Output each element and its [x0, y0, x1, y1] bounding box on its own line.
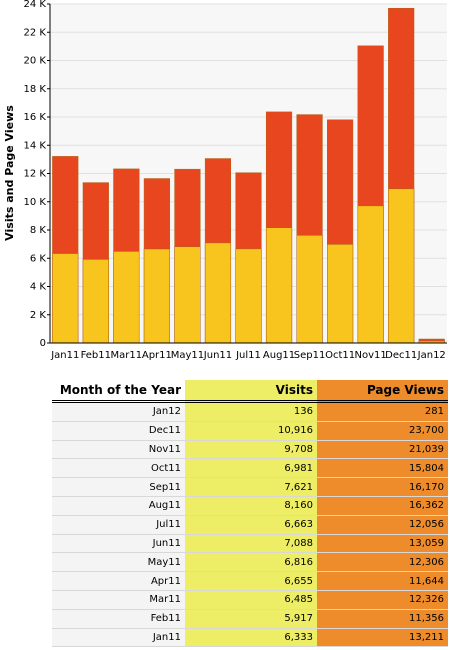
- table-cell: 6,485: [185, 590, 317, 610]
- table-cell: 6,333: [185, 628, 317, 648]
- x-tick-label: Jun11: [203, 350, 232, 361]
- x-tick-label: Nov11: [355, 350, 387, 361]
- x-tick-label: Dec11: [385, 350, 417, 361]
- bar: [296, 235, 323, 344]
- column-header: Page Views: [317, 380, 448, 403]
- y-tick-label: 8 K: [30, 225, 47, 236]
- table-row: Sep11 7,621 16,170: [52, 477, 448, 497]
- bar: [143, 248, 170, 344]
- table-cell: 11,644: [317, 571, 448, 591]
- y-tick-label: 10 K: [24, 197, 47, 208]
- y-tick-label: 14 K: [24, 140, 47, 151]
- table-cell: 13,211: [317, 628, 448, 648]
- table-cell: 21,039: [317, 440, 448, 460]
- bar: [327, 244, 354, 344]
- chart: Visits and Page Views 0 2 K 4 K 6 K 8 K 10 K 1…: [3, 0, 447, 361]
- table-cell: Jan12: [52, 401, 185, 422]
- y-tick-label: 4 K: [30, 282, 47, 293]
- table-row: Mar11 6,485 12,326: [52, 590, 448, 610]
- table-row: Jan11 6,333 13,211: [52, 628, 448, 648]
- table-cell: 10,916: [185, 421, 317, 441]
- table-cell: Sep11: [52, 477, 185, 497]
- bar: [174, 246, 201, 344]
- y-tick-label: 24 K: [24, 0, 47, 10]
- table-cell: Jun11: [52, 534, 185, 554]
- table-cell: 12,326: [317, 590, 448, 610]
- bar: [204, 242, 232, 344]
- data-table: Month of the Year Visits Page Views Jan12 13…: [52, 380, 448, 648]
- table-row: Oct11 6,981 15,804: [52, 458, 448, 479]
- table-row: Aug11 8,160 16,362: [52, 496, 448, 516]
- table-row: Jun11 7,088 13,059: [52, 534, 448, 554]
- table-cell: 5,917: [185, 609, 317, 629]
- bar: [52, 253, 79, 344]
- bar: [357, 205, 384, 344]
- table-row: Apr11 6,655 11,644: [52, 571, 448, 591]
- table-row: Jul11 6,663 12,056: [52, 515, 448, 535]
- header-row: Month of the Year Visits Page Views: [52, 380, 448, 403]
- x-tick-label: Jan12: [417, 350, 446, 361]
- table-cell: 9,708: [185, 440, 317, 460]
- table-cell: 12,056: [317, 515, 448, 535]
- table-cell: Apr11: [52, 571, 185, 591]
- x-tick-label: Jan11: [50, 350, 79, 361]
- table-cell: 8,160: [185, 496, 317, 516]
- y-tick-label: 18 K: [24, 84, 47, 95]
- bar: [388, 188, 415, 344]
- table-cell: Feb11: [52, 609, 185, 629]
- table-cell: 7,621: [185, 477, 317, 497]
- table-cell: 6,655: [185, 571, 317, 591]
- table-row: Jan12 136 281: [52, 401, 448, 422]
- x-tick-label: Mar11: [111, 350, 143, 361]
- y-tick-label: 6 K: [30, 253, 47, 264]
- y-tick-label: 20 K: [24, 56, 47, 67]
- table-cell: Mar11: [52, 590, 185, 610]
- x-tick-label: Oct11: [325, 350, 355, 361]
- x-tick-label: May11: [171, 350, 204, 361]
- y-tick-label: 2 K: [30, 310, 47, 321]
- y-axis-title: Visits and Page Views: [3, 105, 16, 241]
- table-cell: 11,356: [317, 609, 448, 629]
- bar: [235, 248, 262, 344]
- y-tick-label: 0: [40, 338, 46, 349]
- table-cell: May11: [52, 552, 185, 573]
- table-cell: Jan11: [52, 628, 185, 648]
- table-cell: 16,170: [317, 477, 448, 497]
- table-cell: Dec11: [52, 421, 185, 441]
- y-tick-label: 22 K: [24, 27, 47, 38]
- table-row: Dec11 10,916 23,700: [52, 421, 448, 441]
- x-tick-label: Jul11: [235, 350, 261, 361]
- x-tick-label: Sep11: [294, 350, 326, 361]
- table-cell: Aug11: [52, 496, 185, 516]
- x-tick-label: Apr11: [142, 350, 172, 361]
- table-cell: 15,804: [317, 458, 448, 479]
- table-row: Feb11 5,917 11,356: [52, 609, 448, 629]
- table-row: May11 6,816 12,306: [52, 552, 448, 573]
- x-tick-label: Aug11: [263, 350, 295, 361]
- table-cell: Nov11: [52, 440, 185, 460]
- table-cell: 7,088: [185, 534, 317, 554]
- bar: [113, 251, 140, 344]
- table-row: Nov11 9,708 21,039: [52, 440, 448, 460]
- column-header: Month of the Year: [52, 380, 185, 403]
- table-cell: 281: [317, 401, 448, 422]
- table-cell: 12,306: [317, 552, 448, 573]
- x-tick-label: Feb11: [81, 350, 111, 361]
- bar: [82, 259, 109, 344]
- table-cell: 16,362: [317, 496, 448, 516]
- table-cell: Jul11: [52, 515, 185, 535]
- table-cell: 13,059: [317, 534, 448, 554]
- table-cell: 6,816: [185, 552, 317, 573]
- table-cell: 6,663: [185, 515, 317, 535]
- y-tick-label: 16 K: [24, 112, 47, 123]
- bar: [265, 227, 293, 344]
- table-cell: 136: [185, 401, 317, 422]
- table-cell: 6,981: [185, 458, 317, 479]
- table-cell: Oct11: [52, 458, 185, 479]
- y-tick-label: 12 K: [24, 169, 47, 180]
- column-header: Visits: [185, 380, 317, 403]
- table-cell: 23,700: [317, 421, 448, 441]
